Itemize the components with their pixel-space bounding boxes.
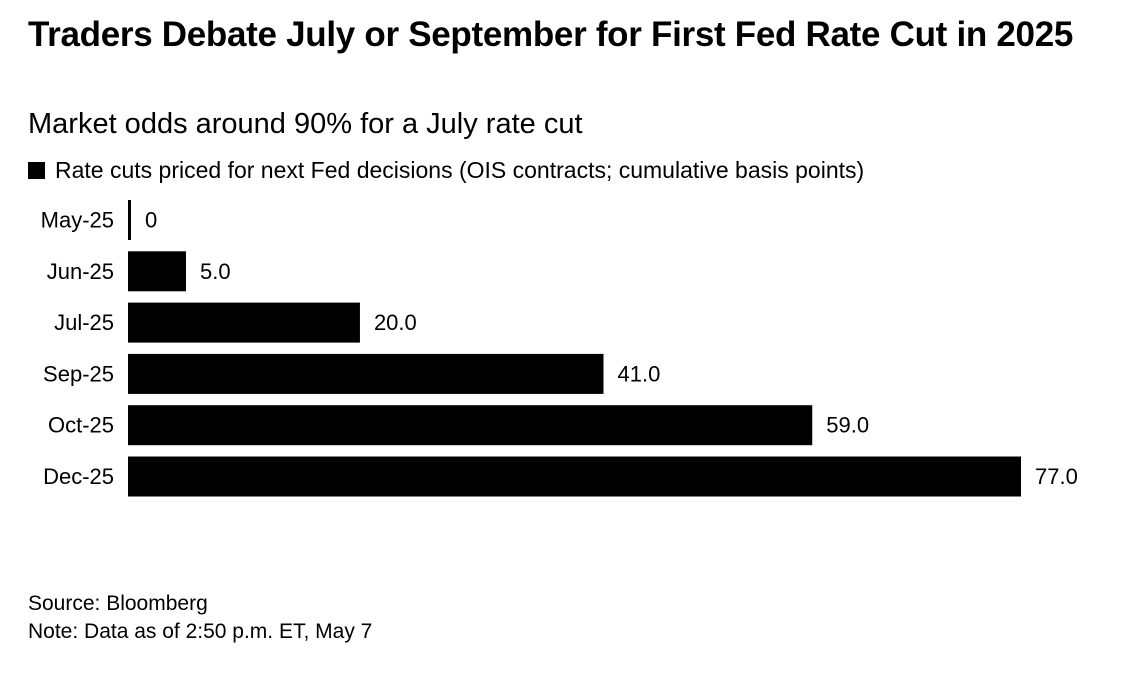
bar [128, 353, 604, 394]
category-tick-label: Dec-25 [43, 464, 114, 489]
data-label: 59.0 [826, 413, 869, 438]
chart-title: Traders Debate July or September for Fir… [28, 15, 1074, 54]
data-label: 5.0 [200, 259, 231, 284]
legend-swatch [28, 161, 45, 179]
category-tick-label: Jul-25 [54, 310, 114, 335]
data-label: 41.0 [617, 361, 660, 386]
category-tick-label: Jun-25 [47, 259, 114, 284]
data-label: 0 [145, 208, 157, 233]
bar-chart: May-25 0 Jun-25 5.0 Jul-25 20.0 Sep-25 41.0 Oct-… [41, 200, 1078, 497]
bar [128, 405, 813, 446]
data-label: 20.0 [374, 310, 417, 335]
bar [128, 200, 131, 240]
chart-subtitle: Market odds around 90% for a July rate c… [28, 108, 583, 140]
bar [128, 251, 186, 292]
chart-legend: Rate cuts priced for next Fed decisions … [28, 156, 864, 184]
category-tick-label: May-25 [41, 208, 114, 233]
data-note: Note: Data as of 2:50 p.m. ET, May 7 [28, 620, 373, 643]
source-note: Source: Bloomberg [28, 592, 208, 615]
legend-label: Rate cuts priced for next Fed decisions … [55, 157, 865, 183]
bar [128, 456, 1021, 497]
category-tick-label: Sep-25 [43, 361, 114, 386]
bar [128, 302, 360, 343]
category-tick-label: Oct-25 [48, 413, 114, 438]
data-label: 77.0 [1035, 464, 1078, 489]
